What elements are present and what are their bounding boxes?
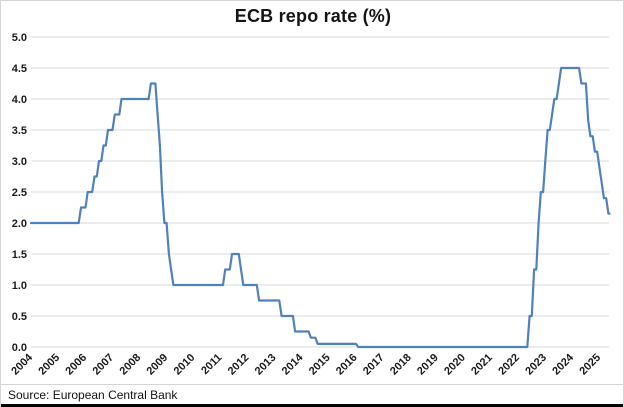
y-axis-tick-label: 2.5 (12, 187, 27, 199)
x-axis-tick-label: 2006 (63, 352, 89, 378)
y-axis-tick-label: 2.0 (12, 218, 27, 230)
y-axis-tick-label: 0.0 (12, 342, 27, 354)
x-axis-tick-label: 2018 (388, 352, 414, 378)
x-axis-tick-label: 2004 (9, 351, 35, 377)
x-axis-tick-label: 2024 (550, 351, 576, 377)
y-axis-tick-label: 5.0 (12, 32, 27, 44)
y-axis-tick-label: 3.0 (12, 156, 27, 168)
x-axis-tick-label: 2013 (253, 352, 279, 378)
x-axis-tick-label: 2012 (226, 352, 252, 378)
x-axis-tick-label: 2009 (145, 352, 171, 378)
x-axis-tick-label: 2025 (577, 352, 603, 378)
x-axis-tick-label: 2014 (280, 351, 306, 377)
x-axis-tick-label: 2005 (36, 352, 62, 378)
chart-title: ECB repo rate (%) (234, 6, 392, 26)
x-axis-tick-label: 2017 (361, 352, 387, 378)
y-axis-tick-label: 1.5 (12, 249, 27, 261)
y-axis-tick-label: 1.0 (12, 280, 27, 292)
x-axis-tick-label: 2015 (307, 352, 333, 378)
source-label: Source: European Central Bank (8, 388, 178, 402)
x-axis-tick-label: 2020 (442, 352, 468, 378)
y-axis-tick-label: 0.5 (12, 311, 27, 323)
chart-area: ECB repo rate (%) 5.0 4.5 4.0 3.5 3.0 2.5 2.0 1… (1, 1, 623, 385)
y-axis-tick-label: 3.5 (12, 125, 27, 137)
y-axis-tick-label: 4.0 (12, 94, 27, 106)
repo-rate-line-series (29, 66, 611, 349)
x-axis-tick-label: 2010 (172, 352, 198, 378)
x-axis-tick-label: 2011 (199, 352, 224, 377)
x-axis-tick-label: 2019 (415, 352, 441, 378)
x-axis-tick-label: 2021 (469, 352, 495, 378)
x-axis-tick-label: 2022 (496, 352, 522, 378)
y-axis-tick-label: 4.5 (12, 63, 27, 75)
x-axis-tick-label: 2007 (90, 352, 116, 378)
x-axis-tick-label: 2016 (334, 352, 360, 378)
x-axis-tick-label: 2023 (523, 352, 549, 378)
bottom-border-bar (1, 404, 623, 407)
x-axis-tick-label: 2008 (118, 352, 144, 378)
